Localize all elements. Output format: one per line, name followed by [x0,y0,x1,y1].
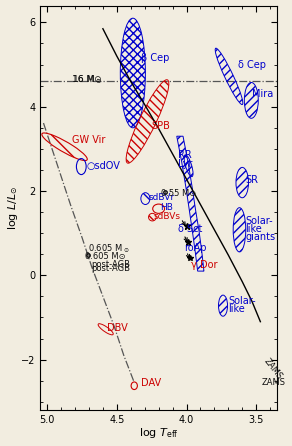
Text: Solar-: Solar- [245,215,273,226]
Text: post-AGB: post-AGB [92,264,131,273]
Text: δ Cep: δ Cep [238,60,266,70]
Text: giants: giants [245,232,275,242]
Text: GW Vir: GW Vir [72,136,106,145]
Y-axis label: log $L/L_{\odot}$: log $L/L_{\odot}$ [6,186,20,230]
Text: ZAMS: ZAMS [263,357,284,381]
Text: Solar-: Solar- [228,296,256,306]
Text: 0.605 M$_\odot$: 0.605 M$_\odot$ [88,243,130,255]
Text: like: like [245,224,262,234]
Text: ZAMS: ZAMS [262,378,286,387]
Text: SR: SR [245,175,258,186]
Text: roAp: roAp [184,243,206,253]
Text: RR: RR [178,150,192,160]
Text: 16 M⊙: 16 M⊙ [72,75,102,84]
Text: sdBVs: sdBVs [153,212,180,221]
X-axis label: log $T_{\rm eff}$: log $T_{\rm eff}$ [139,426,178,441]
Text: SPB: SPB [152,121,171,131]
Text: γ Dor: γ Dor [191,260,217,270]
Text: Lyr: Lyr [178,159,192,169]
Text: DBV: DBV [107,323,128,333]
Text: like: like [228,304,245,314]
Text: δ Sct: δ Sct [178,224,203,234]
Text: DAV: DAV [140,378,161,388]
Text: 0.605 M⊙: 0.605 M⊙ [85,252,125,261]
Text: β Cep: β Cep [140,53,169,63]
Text: post-AGB: post-AGB [92,260,131,269]
Text: sdBVr: sdBVr [149,193,175,202]
Text: HB: HB [160,203,173,212]
Text: Mira: Mira [252,89,273,99]
Text: 0.55 M⊙: 0.55 M⊙ [161,189,197,198]
Text: 16 M$_\odot$: 16 M$_\odot$ [72,73,102,86]
Text: ○sdOV: ○sdOV [86,161,120,171]
